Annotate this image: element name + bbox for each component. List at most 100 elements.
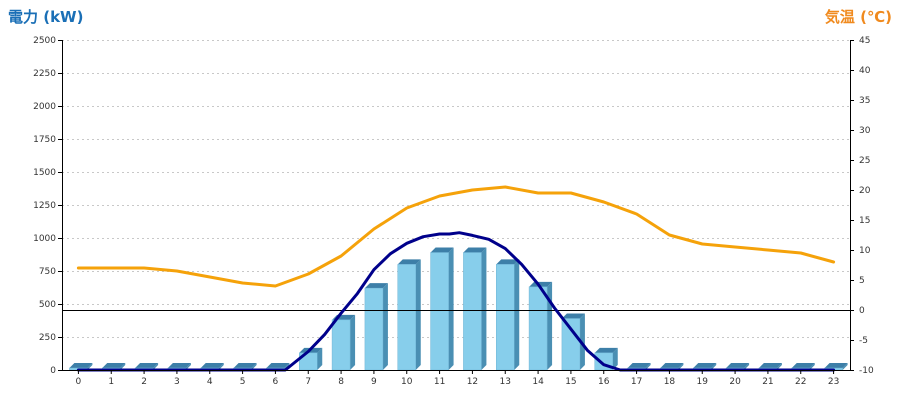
y-tick-label-right: 35 bbox=[859, 96, 870, 106]
bar-side bbox=[711, 363, 717, 370]
bar-top bbox=[660, 363, 684, 368]
y-tick-label-right: 5 bbox=[859, 276, 865, 286]
bar-top bbox=[758, 363, 782, 368]
bar-top bbox=[397, 259, 421, 265]
bar bbox=[397, 264, 416, 371]
bar-side bbox=[547, 281, 553, 370]
bar-side bbox=[251, 363, 257, 370]
y-tick-label-left: 1500 bbox=[33, 168, 56, 178]
y-tick-label-left: 1250 bbox=[33, 201, 56, 211]
y-tick-label-left: 2500 bbox=[33, 36, 56, 46]
x-tick-label: 8 bbox=[338, 377, 344, 387]
bar bbox=[496, 264, 515, 371]
y-tick-label-right: 20 bbox=[859, 186, 871, 196]
bar-top bbox=[824, 363, 848, 368]
x-tick-label: 10 bbox=[401, 377, 413, 387]
bar-top bbox=[463, 247, 487, 253]
bar-side bbox=[481, 247, 487, 370]
bar bbox=[331, 319, 351, 371]
bar-top bbox=[69, 363, 93, 368]
x-tick-label: 19 bbox=[697, 377, 709, 387]
y-tick-label-left: 2000 bbox=[33, 102, 56, 112]
lines-layer bbox=[62, 185, 850, 372]
bar-side bbox=[153, 363, 159, 370]
bar-side bbox=[809, 363, 815, 370]
x-tick-label: 18 bbox=[664, 377, 676, 387]
x-tick-label: 2 bbox=[141, 377, 147, 387]
x-tick-label: 22 bbox=[795, 377, 806, 387]
y-axis-title-left: 電力 (kW) bbox=[8, 8, 84, 26]
bars-layer bbox=[69, 247, 848, 371]
x-tick-label: 6 bbox=[273, 377, 279, 387]
x-tick-label: 1 bbox=[108, 377, 114, 387]
grid-layer bbox=[62, 40, 850, 338]
bar-top bbox=[529, 281, 553, 287]
y-tick-label-right: 25 bbox=[859, 156, 870, 166]
axis-layer: 02505007501000125015001750200022502500-1… bbox=[33, 36, 874, 387]
bar-top bbox=[102, 363, 126, 368]
bar-top bbox=[430, 247, 454, 253]
bar-top bbox=[594, 347, 618, 353]
y-tick-label-left: 0 bbox=[50, 366, 56, 376]
y-axis-title-right: 気温 (℃) bbox=[824, 8, 892, 26]
y-tick-label-left: 500 bbox=[39, 300, 56, 310]
bar-side bbox=[185, 363, 191, 370]
bar-top bbox=[167, 363, 191, 368]
y-tick-label-left: 1750 bbox=[33, 135, 56, 145]
y-tick-label-right: -5 bbox=[859, 336, 868, 346]
bar-side bbox=[448, 247, 454, 370]
bar-side bbox=[744, 363, 750, 370]
bar-side bbox=[645, 363, 651, 370]
bar-side bbox=[218, 363, 224, 370]
x-tick-label: 9 bbox=[371, 377, 377, 387]
bar-side bbox=[612, 347, 618, 370]
bar bbox=[430, 252, 449, 371]
y-tick-label-right: 15 bbox=[859, 216, 870, 226]
power-line bbox=[76, 231, 836, 372]
bar-side bbox=[382, 283, 388, 370]
bar-side bbox=[350, 314, 356, 370]
bar bbox=[528, 286, 548, 371]
bar bbox=[561, 318, 581, 371]
x-tick-label: 7 bbox=[305, 377, 311, 387]
y-tick-label-right: 30 bbox=[859, 126, 871, 136]
x-tick-label: 4 bbox=[207, 377, 213, 387]
y-tick-label-right: 40 bbox=[859, 66, 871, 76]
x-tick-label: 0 bbox=[76, 377, 82, 387]
bar-side bbox=[317, 347, 323, 370]
x-tick-label: 11 bbox=[434, 377, 445, 387]
bar bbox=[463, 252, 482, 371]
bar-side bbox=[842, 363, 848, 370]
x-tick-label: 23 bbox=[828, 377, 839, 387]
x-tick-label: 5 bbox=[240, 377, 246, 387]
bar-top bbox=[135, 363, 159, 368]
y-tick-label-right: -10 bbox=[859, 366, 874, 376]
y-tick-label-left: 2250 bbox=[33, 69, 56, 79]
bar bbox=[364, 287, 384, 371]
x-tick-label: 14 bbox=[532, 377, 544, 387]
bar-side bbox=[120, 363, 126, 370]
x-tick-label: 13 bbox=[500, 377, 511, 387]
bar-top bbox=[693, 363, 717, 368]
y-tick-label-right: 0 bbox=[859, 306, 865, 316]
x-tick-label: 3 bbox=[174, 377, 180, 387]
x-tick-label: 12 bbox=[467, 377, 478, 387]
temperature-line bbox=[76, 185, 836, 288]
bar-top bbox=[726, 363, 750, 368]
x-tick-label: 17 bbox=[631, 377, 642, 387]
y-tick-label-right: 10 bbox=[859, 246, 871, 256]
bar-side bbox=[514, 259, 520, 370]
bar-side bbox=[415, 259, 421, 370]
bar-side bbox=[678, 363, 684, 370]
bar-top bbox=[496, 259, 520, 265]
bar-side bbox=[87, 363, 93, 370]
x-tick-label: 20 bbox=[729, 377, 741, 387]
bar-top bbox=[233, 363, 257, 368]
bar-top bbox=[266, 363, 290, 368]
bar-top bbox=[364, 283, 388, 289]
y-tick-label-left: 250 bbox=[39, 333, 56, 343]
y-tick-label-right: 45 bbox=[859, 36, 870, 46]
y-tick-label-left: 1000 bbox=[33, 234, 56, 244]
x-tick-label: 15 bbox=[565, 377, 576, 387]
